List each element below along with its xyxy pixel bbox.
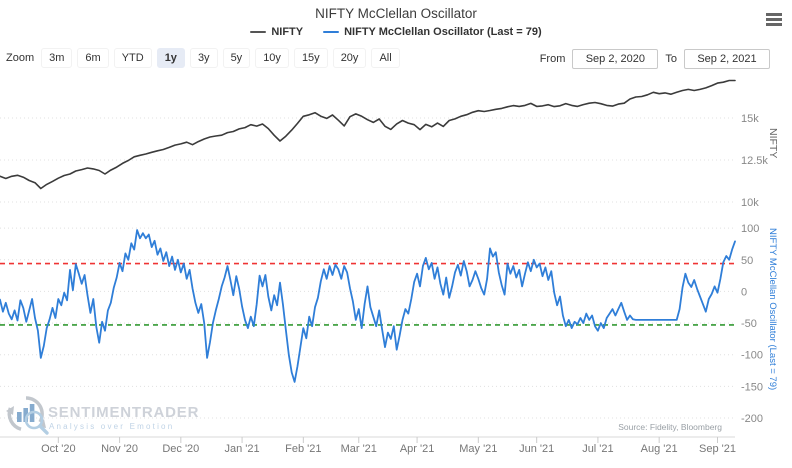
series-line[interactable] [0, 79, 736, 190]
x-axis-tick-label: Nov '20 [101, 443, 138, 455]
nifty-axis-title: NIFTY [767, 128, 779, 158]
to-label: To [665, 53, 677, 65]
zoom-button-3m[interactable]: 3m [41, 48, 73, 68]
zoom-button-1y[interactable]: 1y [156, 48, 185, 68]
watermark-brand: SENTIMENTRADER [48, 404, 199, 421]
legend-label: NIFTY [271, 26, 304, 38]
zoom-button-ytd[interactable]: YTD [113, 48, 152, 68]
zoom-label: Zoom [6, 52, 35, 64]
x-axis-tick-label: Sep '21 [699, 443, 736, 455]
plot-area[interactable] [0, 75, 735, 437]
zoom-button-all[interactable]: All [371, 48, 400, 68]
legend-label: NIFTY McClellan Oscillator (Last = 79) [344, 26, 542, 38]
x-axis-tick-label: Jan '21 [225, 443, 260, 455]
x-axis-tick-label: Jun '21 [519, 443, 554, 455]
zoom-button-6m[interactable]: 6m [77, 48, 109, 68]
y-axis-tick-label: 12.5k [741, 155, 768, 167]
watermark-tagline: Analysis over Emotion [49, 422, 174, 431]
from-date-input[interactable] [572, 49, 659, 69]
zoom-button-3y[interactable]: 3y [189, 48, 218, 68]
y-axis-tick-label: 100 [741, 223, 759, 235]
x-axis-tick-label: Oct '20 [41, 443, 76, 455]
y-axis-tick-label: -50 [741, 318, 757, 330]
y-axis-tick-label: 15k [741, 113, 759, 125]
oscillator-axis-title: NIFTY McClellan Oscillator (Last = 79) [767, 228, 778, 390]
y-axis-tick-label: -200 [741, 413, 763, 425]
oscillator-line-swatch [323, 30, 340, 34]
nifty-line-swatch [250, 30, 267, 34]
x-axis-tick-label: Aug '21 [641, 443, 678, 455]
source-note: Source: Fidelity, Bloomberg [618, 422, 722, 432]
hamburger-menu-icon[interactable] [764, 9, 784, 30]
sentimentrader-watermark: SENTIMENTRADER Analysis over Emotion [6, 396, 199, 435]
sentimentrader-logo-icon [6, 396, 49, 435]
x-axis-tick-label: Feb '21 [285, 443, 321, 455]
from-label: From [539, 53, 566, 65]
y-axis-tick-label: 0 [741, 286, 747, 298]
legend-item-nifty[interactable]: NIFTY [250, 26, 303, 38]
y-axis-tick-label: -100 [741, 350, 763, 362]
page-title: NIFTY McClellan Oscillator [315, 6, 477, 21]
date-range: From To [540, 49, 770, 69]
range-selector: Zoom 3m 6m YTD 1y 3y 5y 10y 15y 20y All [6, 48, 400, 68]
x-axis-tick-label: May '21 [459, 443, 497, 455]
legend: NIFTY NIFTY McClellan Oscillator (Last =… [0, 26, 792, 38]
x-axis-tick-label: Dec '20 [162, 443, 199, 455]
zoom-button-20y[interactable]: 20y [332, 48, 367, 68]
x-axis-tick-label: Jul '21 [582, 443, 613, 455]
x-axis-tick-label: Apr '21 [400, 443, 435, 455]
y-axis-tick-label: -150 [741, 381, 763, 393]
y-axis-tick-label: 50 [741, 255, 753, 267]
x-axis-tick-label: Mar '21 [341, 443, 377, 455]
zoom-button-10y[interactable]: 10y [255, 48, 289, 68]
to-date-input[interactable] [684, 49, 770, 69]
y-axis-tick-label: 10k [741, 197, 759, 209]
legend-item-oscillator[interactable]: NIFTY McClellan Oscillator (Last = 79) [323, 26, 542, 38]
zoom-button-15y[interactable]: 15y [293, 48, 328, 68]
zoom-button-5y[interactable]: 5y [222, 48, 251, 68]
series-line[interactable] [0, 229, 736, 383]
